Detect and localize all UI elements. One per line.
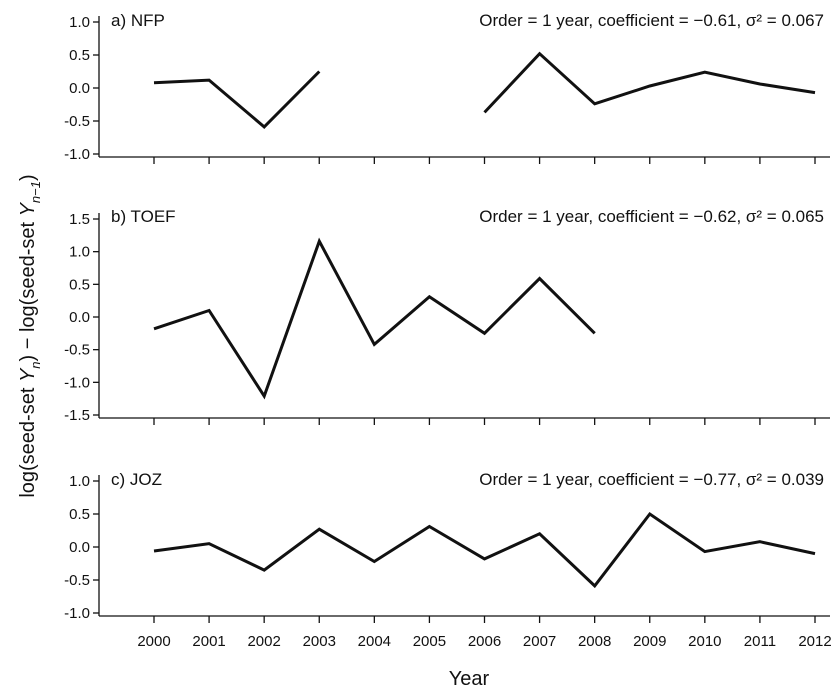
x-tick-label: 2008 (578, 633, 611, 650)
y-axis-title-var1: Y (17, 367, 39, 382)
panel-1-y-tick-label: -0.5 (64, 113, 90, 130)
panel-1-y-tick-label: 0.0 (69, 80, 90, 97)
x-tick-label: 2012 (798, 633, 831, 650)
panel-1-stats: Order = 1 year, coefficient = −0.61, σ² … (479, 11, 824, 30)
panel-3-y-tick-label: -1.0 (64, 605, 90, 622)
y-axis-title-pre1: log(seed-set (17, 382, 39, 498)
x-tick-label: 2004 (358, 633, 391, 650)
panels-layer: -1.0 -0.5 0.0 0.5 1.0 a) NFP Order = 1 year, c… (64, 11, 830, 623)
panel-2-y-tick-label: 0.0 (69, 309, 90, 326)
panel-2-y-tick-label: 1.5 (69, 211, 90, 228)
x-tick-label: 2010 (688, 633, 721, 650)
panel-2-y-tick-label: 1.0 (69, 244, 90, 261)
panel-2-y-tick-label: -1.0 (64, 374, 90, 391)
panel-2: -1.5 -1.0 -0.5 0.0 0.5 1.0 1.5 b) TOEF Order = 1… (64, 207, 830, 425)
y-axis-title-sub2: n−1 (28, 181, 43, 203)
x-tick-label: 2006 (468, 633, 501, 650)
panel-3-label: c) JOZ (111, 470, 162, 489)
panel-1: -1.0 -0.5 0.0 0.5 1.0 a) NFP Order = 1 year, c… (64, 11, 830, 164)
y-axis-title: log(seed-set Yn) − log(seed-set Yn−1) (17, 174, 43, 497)
x-tick-label: 2005 (413, 633, 446, 650)
x-tick-label: 2011 (744, 633, 776, 650)
y-axis-title-post: ) (17, 174, 39, 181)
panel-3: -1.0 -0.5 0.0 0.5 1.0 c) JOZ Order = 1 year, c… (64, 470, 830, 623)
x-tick-label: 2001 (192, 633, 225, 650)
x-axis-title: Year (449, 668, 490, 689)
panel-3-y-tick-label: 0.0 (69, 539, 90, 556)
panel-3-stats: Order = 1 year, coefficient = −0.77, σ² … (479, 470, 824, 489)
y-axis-title-sub1: n (28, 361, 43, 368)
x-axis: 2000 2001 2002 2003 2004 2005 2006 2007 2008 2009… (137, 633, 831, 650)
panel-2-y-tick-label: 0.5 (69, 276, 90, 293)
panel-1-label: a) NFP (111, 11, 165, 30)
y-axis-title-var2: Y (17, 201, 39, 216)
panel-2-series-line-segment-1 (153, 237, 596, 400)
panel-3-y-tick-label: 0.5 (69, 506, 90, 523)
panel-1-series-line-segment-2 (483, 51, 816, 114)
panel-3-y-tick-label: 1.0 (69, 473, 90, 490)
panel-2-stats: Order = 1 year, coefficient = −0.62, σ² … (479, 207, 824, 226)
x-tick-label: 2009 (633, 633, 666, 650)
panel-1-y-tick-label: 1.0 (69, 14, 90, 31)
x-tick-label: 2002 (247, 633, 280, 650)
panel-3-y-tick-label: -0.5 (64, 572, 90, 589)
panel-1-y-tick-label: -1.0 (64, 146, 90, 163)
x-tick-label: 2000 (137, 633, 170, 650)
y-axis-title-mid: ) − log(seed-set (17, 216, 39, 361)
x-tick-label: 2003 (303, 633, 336, 650)
x-tick-label: 2007 (523, 633, 556, 650)
panel-2-label: b) TOEF (111, 207, 176, 226)
panel-3-series-line-segment-1 (153, 511, 816, 589)
panel-2-y-tick-label: -1.5 (64, 407, 90, 424)
panel-1-y-tick-label: 0.5 (69, 47, 90, 64)
panel-1-series-line-segment-1 (153, 70, 321, 129)
panel-2-y-tick-label: -0.5 (64, 342, 90, 359)
